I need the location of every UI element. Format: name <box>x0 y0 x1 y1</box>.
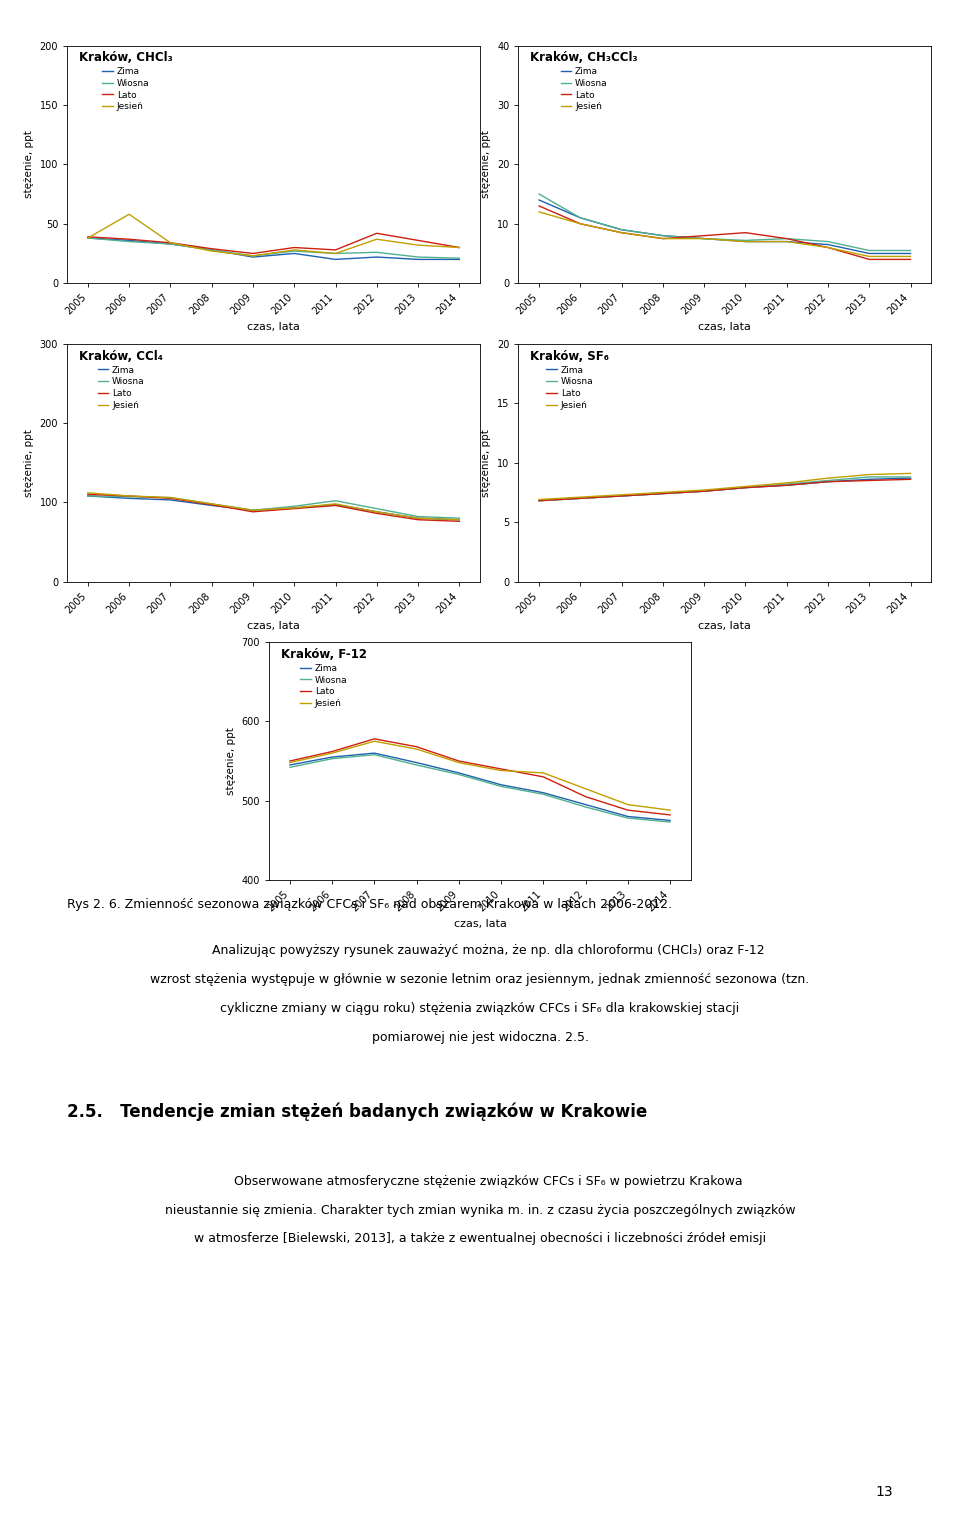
Legend: Zima, Wiosna, Lato, Jesień: Zima, Wiosna, Lato, Jesień <box>76 346 167 413</box>
Y-axis label: stężenie, ppt: stężenie, ppt <box>482 429 492 496</box>
Y-axis label: stężenie, ppt: stężenie, ppt <box>24 429 35 496</box>
Y-axis label: stężenie, ppt: stężenie, ppt <box>482 130 492 199</box>
Text: Obserwowane atmosferyczne stężenie związków CFCs i SF₆ w powietrzu Krakowa: Obserwowane atmosferyczne stężenie związ… <box>218 1174 742 1188</box>
Legend: Zima, Wiosna, Lato, Jesień: Zima, Wiosna, Lato, Jesień <box>527 346 612 413</box>
Legend: Zima, Wiosna, Lato, Jesień: Zima, Wiosna, Lato, Jesień <box>277 645 371 711</box>
Text: Rys 2. 6. Zmienność sezonowa związków CFCs i SF₆ nad obszarem Krakowa w latach 2: Rys 2. 6. Zmienność sezonowa związków CF… <box>67 898 672 912</box>
Legend: Zima, Wiosna, Lato, Jesień: Zima, Wiosna, Lato, Jesień <box>76 49 177 115</box>
Legend: Zima, Wiosna, Lato, Jesień: Zima, Wiosna, Lato, Jesień <box>527 49 641 115</box>
Text: pomiarowej nie jest widoczna. 2.5.: pomiarowej nie jest widoczna. 2.5. <box>372 1030 588 1044</box>
X-axis label: czas, lata: czas, lata <box>453 919 507 928</box>
X-axis label: czas, lata: czas, lata <box>698 620 752 631</box>
Text: Analizując powyższy rysunek zauważyć można, że np. dla chloroformu (CHCl₃) oraz : Analizując powyższy rysunek zauważyć moż… <box>196 944 764 957</box>
X-axis label: czas, lata: czas, lata <box>247 322 300 332</box>
Text: 2.5.   Tendencje zmian stężeń badanych związków w Krakowie: 2.5. Tendencje zmian stężeń badanych zwi… <box>67 1103 647 1121</box>
X-axis label: czas, lata: czas, lata <box>698 322 752 332</box>
Text: wzrost stężenia występuje w głównie w sezonie letnim oraz jesiennym, jednak zmie: wzrost stężenia występuje w głównie w se… <box>151 972 809 986</box>
Y-axis label: stężenie, ppt: stężenie, ppt <box>226 727 236 795</box>
Y-axis label: stężenie, ppt: stężenie, ppt <box>24 130 35 199</box>
Text: w atmosferze [Bielewski, 2013], a także z ewentualnej obecności i liczebności źr: w atmosferze [Bielewski, 2013], a także … <box>194 1232 766 1245</box>
Text: nieustannie się zmienia. Charakter tych zmian wynika m. in. z czasu życia poszcz: nieustannie się zmienia. Charakter tych … <box>165 1203 795 1217</box>
Text: cykliczne zmiany w ciągu roku) stężenia związków CFCs i SF₆ dla krakowskiej stac: cykliczne zmiany w ciągu roku) stężenia … <box>221 1001 739 1015</box>
X-axis label: czas, lata: czas, lata <box>247 620 300 631</box>
Text: 13: 13 <box>876 1485 893 1499</box>
